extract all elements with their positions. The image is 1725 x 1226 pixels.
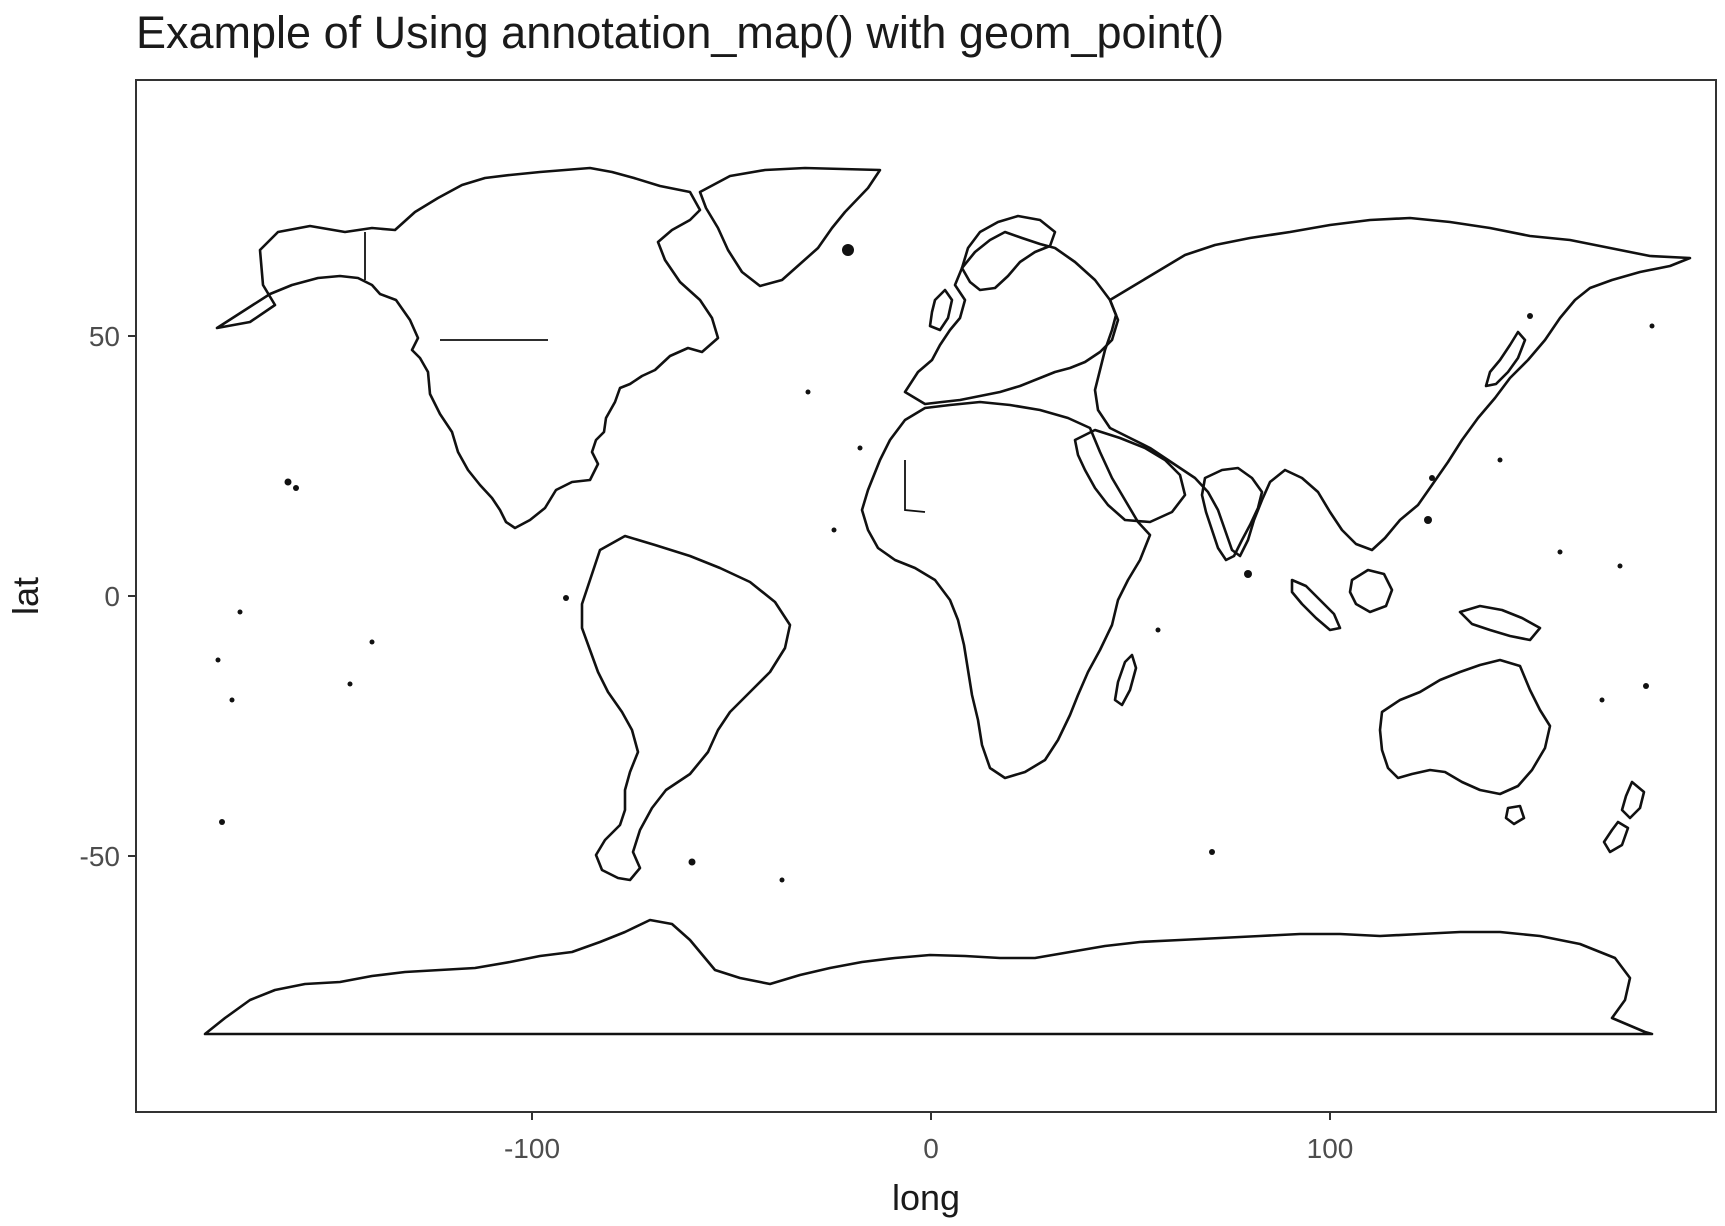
land-tasmania — [1504, 804, 1526, 826]
land-new-guinea — [1458, 604, 1542, 642]
y-tick-label: 0 — [104, 581, 120, 612]
land-great-britain — [928, 288, 954, 332]
y-tick-label: -50 — [80, 841, 120, 872]
panel-border — [135, 79, 1717, 1113]
islet-cape-verde — [831, 527, 837, 533]
land-sumatra — [1290, 578, 1342, 632]
border-africa-west — [904, 460, 926, 513]
islet-pacific-11 — [1643, 683, 1649, 689]
islet-pacific-10 — [1599, 697, 1605, 703]
land-antarctica — [203, 918, 1654, 1036]
land-new-zealand — [1620, 780, 1646, 820]
land-australia — [1378, 658, 1552, 796]
islet-kuril — [1649, 323, 1655, 329]
islet-mauritius — [1155, 627, 1161, 633]
land-japan — [1484, 330, 1527, 388]
land-arabia — [1073, 428, 1187, 524]
islet-pacific-3 — [229, 697, 235, 703]
x-tick-label: 100 — [1307, 1133, 1354, 1164]
islet-iceland — [842, 244, 854, 256]
islet-pacific-6 — [219, 819, 225, 825]
islet-falklands — [688, 858, 696, 866]
islet-taiwan — [1429, 475, 1435, 481]
land-new-zealand-south — [1602, 820, 1630, 854]
islet-galapagos — [563, 595, 569, 601]
islet-philippines — [1424, 516, 1432, 524]
y-tick-label: 50 — [89, 321, 120, 352]
land-scandinavia — [960, 214, 1057, 292]
land-borneo — [1348, 568, 1394, 614]
islet-azores — [805, 389, 811, 395]
land-europe — [903, 230, 1120, 406]
x-axis-title: long — [892, 1177, 960, 1218]
islet-pacific-1 — [237, 609, 243, 615]
land-africa — [860, 400, 1152, 780]
islet-pacific-9 — [1617, 563, 1623, 569]
islet-pacific-7 — [1497, 457, 1503, 463]
islet-hawaii-1 — [284, 478, 292, 486]
islet-pacific-2 — [215, 657, 221, 663]
islet-hawaii-2 — [293, 485, 299, 491]
land-asia — [1093, 216, 1692, 558]
land-madagascar — [1113, 653, 1138, 707]
islet-sri-lanka — [1244, 570, 1252, 578]
land-india — [1200, 466, 1264, 562]
islet-kerguelen — [1209, 849, 1215, 855]
land-greenland — [698, 166, 882, 288]
chart-title: Example of Using annotation_map() with g… — [136, 7, 1224, 58]
world-map-outline — [203, 166, 1692, 1036]
y-axis-title: lat — [5, 577, 46, 615]
islet-pacific-5 — [369, 639, 375, 645]
x-tick-label: 0 — [923, 1133, 939, 1164]
islet-pacific-4 — [347, 681, 353, 687]
land-north-america — [215, 166, 720, 530]
x-tick-label: -100 — [504, 1133, 560, 1164]
islet-pacific-8 — [1557, 549, 1563, 555]
islet-south-georgia — [779, 877, 785, 883]
land-south-america — [580, 534, 792, 882]
islet-sakhalin — [1527, 313, 1533, 319]
islet-canaries — [857, 445, 863, 451]
